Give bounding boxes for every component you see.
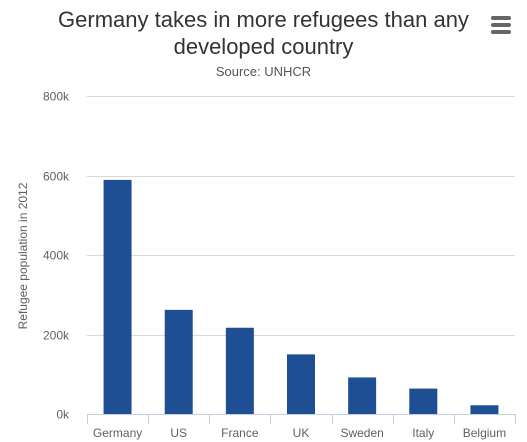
menu-line xyxy=(491,23,511,27)
y-axis-ticks: 0k 200k 400k 600k 800k xyxy=(43,90,70,422)
chart-subtitle: Source: UNHCR xyxy=(215,64,312,79)
x-tick-label: UK xyxy=(293,426,310,440)
bar-italy[interactable] xyxy=(409,388,438,414)
x-tick-label: Belgium xyxy=(463,426,506,440)
y-tick-label: 400k xyxy=(43,249,70,263)
y-tick-label: 800k xyxy=(43,90,70,104)
y-axis-title: Refugee population in 2012 xyxy=(16,182,30,329)
bars xyxy=(103,179,499,414)
x-tick-label: US xyxy=(170,426,187,440)
x-tick-label: Italy xyxy=(412,426,434,440)
y-tick-label: 600k xyxy=(43,170,70,184)
x-tick-label: Sweden xyxy=(340,426,383,440)
bar-uk[interactable] xyxy=(287,354,315,414)
gridlines xyxy=(87,96,515,336)
menu-line xyxy=(491,16,511,20)
bar-sweden[interactable] xyxy=(348,377,377,414)
chart-title: Germany takes in more refugees than any … xyxy=(58,7,469,59)
hamburger-menu-icon[interactable] xyxy=(488,12,514,34)
bar-france[interactable] xyxy=(225,327,254,414)
bar-belgium[interactable] xyxy=(470,405,499,414)
x-tick-label: Germany xyxy=(93,426,142,440)
y-tick-label: 0k xyxy=(56,408,70,422)
bar-us[interactable] xyxy=(164,309,193,414)
x-tick-label: France xyxy=(221,426,259,440)
y-tick-label: 200k xyxy=(43,329,70,343)
x-axis: Germany US France UK Sweden Italy Belgium xyxy=(87,414,516,440)
menu-line xyxy=(491,30,511,34)
bar-germany[interactable] xyxy=(103,179,132,414)
